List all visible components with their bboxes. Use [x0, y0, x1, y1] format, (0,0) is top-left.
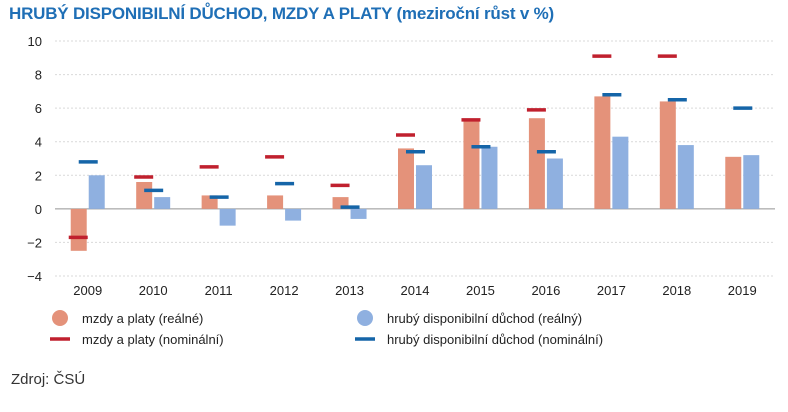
source-note: Zdroj: ČSÚ [11, 371, 86, 388]
legend-label: mzdy a platy (nominální) [82, 332, 224, 347]
legend-swatch [357, 310, 373, 326]
bar-duchod-realny [743, 155, 760, 209]
y-tick-label: 8 [35, 68, 42, 83]
x-tick-label: 2019 [728, 283, 757, 298]
bar-mzdy-realne [725, 156, 742, 209]
x-tick-label: 2017 [597, 283, 626, 298]
bar-duchod-realny [154, 197, 171, 209]
bar-mzdy-realne [136, 182, 153, 209]
bar-duchod-realny [285, 208, 302, 221]
bar-duchod-realny [481, 146, 498, 209]
chart-subtitle: (meziroční růst v %) [396, 4, 554, 23]
x-tick-label: 2012 [270, 283, 299, 298]
x-tick-label: 2010 [139, 283, 168, 298]
x-tick-label: 2016 [531, 283, 560, 298]
legend-label: mzdy a platy (reálné) [82, 311, 203, 326]
x-tick-label: 2011 [205, 283, 233, 298]
bar-duchod-realny [677, 145, 694, 209]
bar-duchod-realny [612, 136, 629, 209]
legend-label: hrubý disponibilní důchod (nominální) [387, 332, 603, 347]
y-tick-label: 6 [35, 101, 42, 116]
x-tick-label: 2014 [401, 283, 430, 298]
x-tick-label: 2013 [335, 283, 364, 298]
bar-duchod-realny [219, 208, 236, 226]
bar-mzdy-realne [332, 197, 349, 209]
legend-label: hrubý disponibilní důchod (reálný) [387, 311, 582, 326]
y-tick-label: 0 [35, 202, 42, 217]
bar-mzdy-realne [659, 101, 676, 209]
y-tick-label: −2 [27, 235, 42, 250]
y-tick-label: 2 [35, 168, 42, 183]
bar-duchod-realny [350, 208, 367, 219]
bar-mzdy-realne [463, 119, 480, 209]
chart-title: HRUBÝ DISPONIBILNÍ DŮCHOD, MZDY A PLATY … [9, 4, 554, 24]
x-tick-label: 2015 [466, 283, 495, 298]
bar-mzdy-realne [594, 96, 611, 209]
bar-mzdy-realne [267, 195, 284, 209]
legend-swatch [52, 310, 68, 326]
bar-mzdy-realne [70, 208, 87, 251]
x-tick-label: 2018 [662, 283, 691, 298]
x-tick-label: 2009 [73, 283, 102, 298]
chart-title-main: HRUBÝ DISPONIBILNÍ DŮCHOD, MZDY A PLATY [9, 4, 392, 23]
y-tick-label: 10 [28, 34, 42, 49]
bar-duchod-realny [416, 165, 432, 209]
bar-mzdy-realne [398, 148, 414, 209]
bar-mzdy-realne [528, 118, 545, 209]
y-tick-label: 4 [35, 135, 42, 150]
bar-duchod-realny [88, 175, 105, 209]
bar-duchod-realny [546, 158, 563, 209]
y-tick-label: −4 [27, 269, 42, 284]
